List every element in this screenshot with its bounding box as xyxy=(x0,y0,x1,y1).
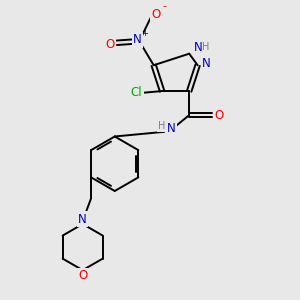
Text: O: O xyxy=(152,8,161,21)
Text: N: N xyxy=(194,41,203,54)
Text: O: O xyxy=(105,38,114,51)
Text: O: O xyxy=(215,109,224,122)
Text: N: N xyxy=(133,33,142,46)
Text: Cl: Cl xyxy=(130,86,142,99)
Text: H: H xyxy=(158,121,165,131)
Text: -: - xyxy=(162,1,166,11)
Text: N: N xyxy=(78,213,87,226)
Text: O: O xyxy=(78,269,87,283)
Text: N: N xyxy=(202,57,211,70)
Text: +: + xyxy=(142,29,148,38)
Text: N: N xyxy=(167,122,175,135)
Text: H: H xyxy=(202,42,209,52)
